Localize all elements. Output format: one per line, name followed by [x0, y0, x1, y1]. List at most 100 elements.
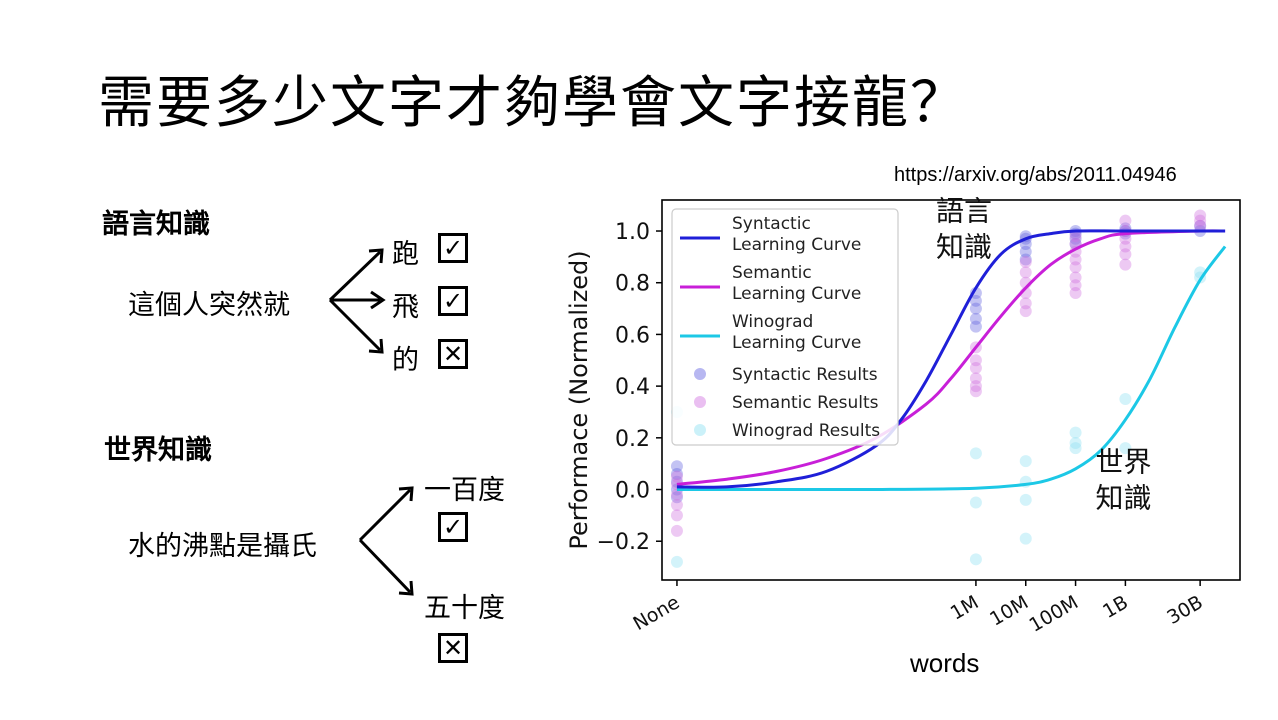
option-run: 跑: [392, 239, 419, 270]
data-point: [969, 312, 982, 325]
data-point: [670, 470, 683, 483]
data-point: [670, 468, 683, 481]
data-point: [1069, 261, 1082, 274]
y-tick-label: 0.6: [615, 323, 650, 348]
option-fly: 飛: [392, 292, 419, 323]
series-line: [676, 229, 1226, 486]
data-point: [1119, 393, 1132, 406]
x-tick-label: 30B: [1163, 591, 1206, 629]
data-point: [1069, 232, 1082, 245]
slide-title: 需要多少文字才夠學會文字接龍？: [98, 71, 968, 136]
option-hundred-degrees: 一百度: [424, 475, 505, 506]
data-point: [969, 553, 982, 566]
legend-label: Winograd Results: [732, 421, 880, 441]
legend-dot-swatch: [694, 396, 706, 408]
cross-icon: ✕: [442, 340, 464, 368]
data-point: [1194, 219, 1207, 232]
world-prompt: 水的沸點是攝氏: [128, 531, 317, 562]
plot-frame: [661, 199, 1241, 581]
checkbox-checked-fly[interactable]: ✓: [438, 286, 468, 316]
cross-icon: ✕: [442, 634, 464, 662]
world-arrows: [358, 486, 414, 596]
data-point: [969, 320, 982, 333]
data-point: [1069, 287, 1082, 300]
language-arrows: [328, 248, 386, 354]
data-point: [1019, 245, 1032, 258]
series-line: [676, 245, 1227, 492]
y-tick-label: 0.0: [615, 479, 650, 504]
data-point: [670, 491, 683, 504]
data-point: [1019, 455, 1032, 468]
check-icon: ✓: [442, 287, 464, 315]
data-point: [670, 488, 683, 501]
x-tick-label: None: [630, 591, 684, 635]
checkbox-checked-run[interactable]: ✓: [438, 233, 468, 263]
chart-annotation: 世界: [1096, 445, 1152, 478]
data-point: [1069, 271, 1082, 284]
legend-dot-swatch: [694, 424, 706, 436]
x-tick-label: 1B: [1099, 591, 1132, 623]
data-point: [1019, 305, 1032, 318]
legend-label: Winograd: [732, 312, 813, 332]
world-knowledge-heading: 世界知識: [104, 435, 212, 466]
data-point: [670, 499, 683, 512]
data-point: [969, 362, 982, 375]
checkbox-crossed-fifty[interactable]: ✕: [438, 633, 468, 663]
chart-annotation: 知識: [1096, 481, 1152, 514]
data-point: [1019, 256, 1032, 269]
legend-label: Learning Curve: [732, 284, 861, 304]
data-point: [1194, 214, 1207, 227]
checkbox-checked-hundred[interactable]: ✓: [438, 512, 468, 542]
x-axis-label: words: [910, 648, 980, 678]
language-knowledge-heading: 語言知識: [102, 209, 210, 240]
data-point: [1119, 214, 1132, 227]
data-point: [670, 524, 683, 537]
legend-dot-swatch: [694, 368, 706, 380]
y-tick-label: 0.4: [615, 375, 650, 400]
option-fifty-degrees: 五十度: [424, 593, 505, 624]
chart-annotation: 知識: [936, 231, 992, 264]
data-point: [1069, 436, 1082, 449]
data-point: [1119, 442, 1132, 455]
legend-label: Syntactic Results: [732, 365, 878, 385]
data-point: [1194, 209, 1207, 222]
data-point: [670, 460, 683, 473]
data-point: [969, 294, 982, 307]
data-point: [969, 372, 982, 385]
legend-label: Semantic: [732, 263, 812, 283]
data-point: [1019, 493, 1032, 506]
data-point: [1019, 253, 1032, 266]
y-tick-label: 0.8: [615, 272, 650, 297]
legend-label: Learning Curve: [732, 235, 861, 255]
data-point: [1069, 426, 1082, 439]
x-tick-label: 100M: [1025, 591, 1082, 636]
data-point: [1119, 232, 1132, 245]
y-tick-label: 0.2: [615, 427, 650, 452]
data-point: [969, 447, 982, 460]
data-point: [1069, 279, 1082, 292]
data-point: [1119, 248, 1132, 261]
x-tick-label: 10M: [986, 591, 1032, 630]
legend-box: [671, 208, 899, 446]
legend-label: Learning Curve: [732, 333, 861, 353]
chart-annotation: 語言: [936, 195, 992, 228]
data-point: [969, 380, 982, 393]
checkbox-crossed-de[interactable]: ✕: [438, 339, 468, 369]
legend-label: Semantic Results: [732, 393, 879, 413]
source-url[interactable]: https://arxiv.org/abs/2011.04946: [894, 164, 1177, 186]
check-icon: ✓: [442, 234, 464, 262]
data-point: [1019, 297, 1032, 310]
y-tick-label: 1.0: [615, 220, 650, 245]
data-point: [1069, 253, 1082, 266]
data-point: [1119, 240, 1132, 253]
y-axis-label: Performace (Normalized): [565, 250, 593, 549]
y-tick-label: −0.2: [597, 530, 650, 555]
legend-label: Syntactic: [732, 214, 811, 234]
check-icon: ✓: [442, 513, 464, 541]
data-point: [969, 354, 982, 367]
data-point: [1069, 230, 1082, 243]
data-point: [670, 555, 683, 568]
data-point: [1119, 258, 1132, 271]
language-prompt: 這個人突然就: [128, 290, 290, 321]
